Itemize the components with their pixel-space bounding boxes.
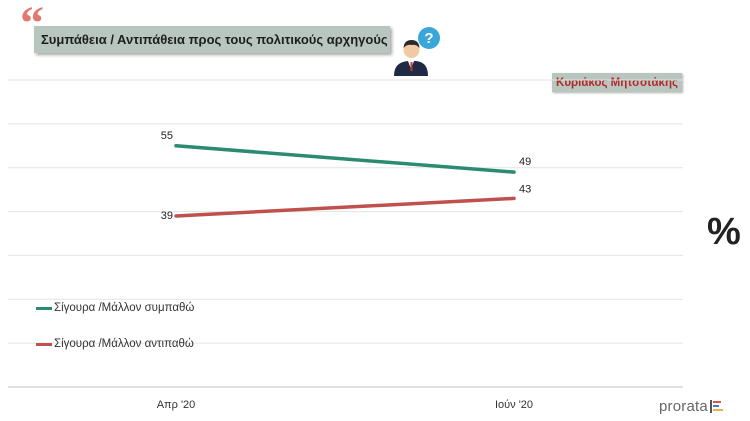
legend-label-positive: Σίγουρα /Μάλλον συμπαθώ: [54, 302, 195, 314]
data-label: 55: [161, 130, 173, 142]
data-label: 43: [519, 183, 531, 195]
series-line: [174, 144, 516, 174]
brand-logo: prorata: [659, 398, 724, 415]
legend-swatch-negative: [36, 342, 52, 346]
svg-text:?: ?: [424, 30, 433, 47]
legend-swatch-positive: [36, 306, 52, 310]
person-question-icon: ?: [394, 27, 440, 76]
legend-label-negative: Σίγουρα /Μάλλον αντιπαθώ: [54, 338, 194, 350]
legend-item-positive: Σίγουρα /Μάλλον συμπαθώ: [36, 302, 194, 314]
legend-item-negative: Σίγουρα /Μάλλον αντιπαθώ: [36, 338, 194, 350]
brand-bars-icon: [709, 400, 723, 413]
x-tick-label: Ιούν '20: [495, 399, 533, 411]
chart-title: Συμπάθεια / Αντιπάθεια προς τους πολιτικ…: [34, 26, 390, 53]
percent-unit-symbol: %: [707, 211, 741, 253]
series-line: [174, 196, 516, 218]
brand-name: prorata: [659, 398, 708, 415]
data-label: 39: [161, 210, 173, 222]
data-label: 49: [519, 156, 531, 168]
x-tick-label: Απρ '20: [157, 399, 196, 411]
